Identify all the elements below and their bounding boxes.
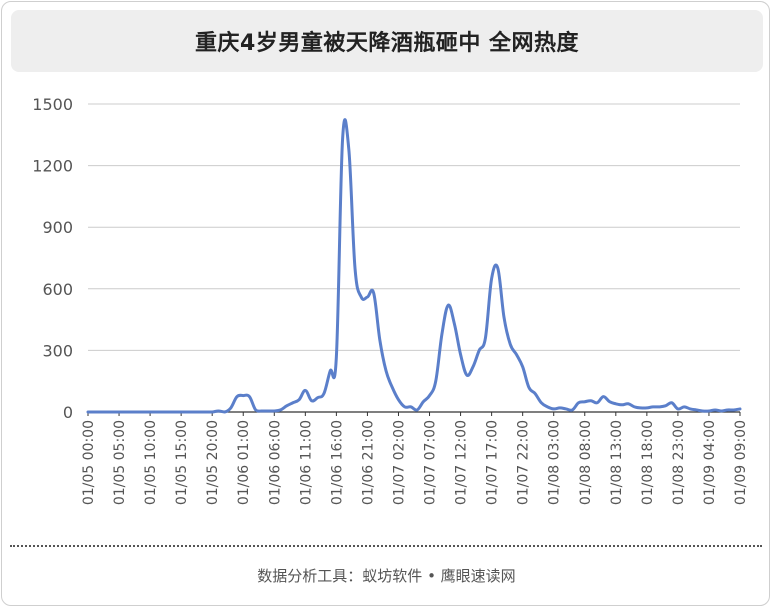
x-tick-label: 01/08 13:00 — [609, 420, 625, 505]
x-tick-label: 01/08 03:00 — [547, 420, 563, 505]
x-tick-label: 01/09 04:00 — [702, 420, 718, 505]
x-tick-label: 01/09 09:00 — [733, 420, 749, 505]
x-tick-label: 01/05 00:00 — [81, 420, 97, 505]
y-tick-label: 900 — [42, 218, 73, 237]
y-tick-label: 300 — [42, 341, 73, 360]
x-tick-label: 01/06 06:00 — [267, 420, 283, 505]
x-tick-label: 01/05 05:00 — [112, 420, 128, 505]
footer-divider — [10, 545, 762, 547]
x-tick-label: 01/07 22:00 — [516, 420, 532, 505]
x-tick-label: 01/05 20:00 — [205, 420, 221, 505]
x-tick-label: 01/07 07:00 — [423, 420, 439, 505]
x-tick-label: 01/08 18:00 — [640, 420, 656, 505]
y-tick-label: 0 — [63, 403, 73, 422]
x-tick-label: 01/06 11:00 — [298, 420, 314, 505]
y-tick-label: 1200 — [32, 157, 73, 176]
series-line — [86, 118, 742, 414]
y-tick-label: 600 — [42, 280, 73, 299]
x-tick-label: 01/06 21:00 — [360, 420, 376, 505]
x-tick-label: 01/05 10:00 — [143, 420, 159, 505]
title-bar: 重庆4岁男童被天降酒瓶砸中 全网热度 — [11, 10, 763, 72]
x-tick-label: 01/07 02:00 — [391, 420, 407, 505]
x-tick-label: 01/08 08:00 — [578, 420, 594, 505]
footer-credit: 数据分析工具：蚁坊软件 • 鹰眼速读网 — [257, 567, 516, 585]
chart-title: 重庆4岁男童被天降酒瓶砸中 全网热度 — [195, 31, 579, 56]
x-tick-label: 01/08 23:00 — [671, 420, 687, 505]
x-tick-label: 01/06 01:00 — [236, 420, 252, 505]
x-tick-label: 01/07 12:00 — [454, 420, 470, 505]
x-tick-label: 01/07 17:00 — [485, 420, 501, 505]
x-tick-label: 01/05 15:00 — [174, 420, 190, 505]
y-tick-label: 1500 — [32, 95, 73, 114]
x-tick-label: 01/06 16:00 — [329, 420, 345, 505]
